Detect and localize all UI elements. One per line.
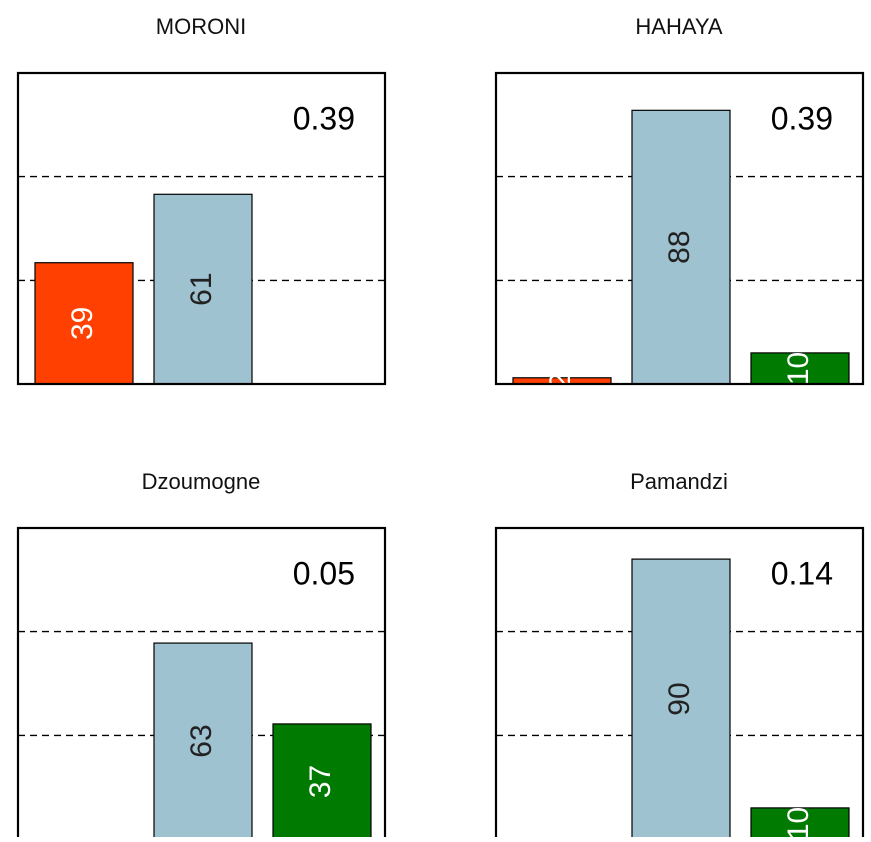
data-label: 10 (782, 352, 815, 385)
data-label: 88 (663, 230, 696, 263)
bar (153, 193, 253, 384)
bar (631, 109, 731, 384)
data-label: 10 (782, 807, 815, 837)
panel: MORONI 39 61 0.39 (16, 14, 387, 386)
panel: HAHAYA 2 88 10 0.39 (494, 14, 865, 390)
data-label: 63 (185, 724, 218, 757)
bar (34, 262, 134, 384)
panel-frame (494, 71, 865, 386)
data-label: 90 (663, 682, 696, 715)
data-label: 2 (544, 373, 577, 390)
plot-area: 2 88 10 (496, 109, 863, 390)
annotation: 0.14 (771, 555, 833, 591)
panel-title: MORONI (156, 14, 246, 39)
bar (750, 807, 850, 839)
annotation: 0.05 (293, 555, 355, 591)
panel-title: Dzoumogne (142, 469, 261, 494)
panel: Pamandzi 90 10 0.14 (494, 469, 865, 841)
panel: Dzoumogne 63 37 0.05 (16, 469, 387, 841)
plot-area: 90 10 (496, 558, 863, 839)
annotation: 0.39 (771, 100, 833, 136)
bar (631, 558, 731, 839)
data-label: 61 (185, 272, 218, 305)
data-label: 39 (66, 307, 99, 340)
plot-area: 63 37 (18, 630, 385, 839)
bar (750, 352, 850, 384)
data-label: 37 (304, 765, 337, 798)
bar (272, 723, 372, 839)
annotation: 0.39 (293, 100, 355, 136)
panel-title: HAHAYA (635, 14, 723, 39)
panel-frame (16, 71, 387, 386)
plot-area: 39 61 (18, 175, 385, 384)
bar (153, 642, 253, 839)
panel-title: Pamandzi (630, 469, 728, 494)
